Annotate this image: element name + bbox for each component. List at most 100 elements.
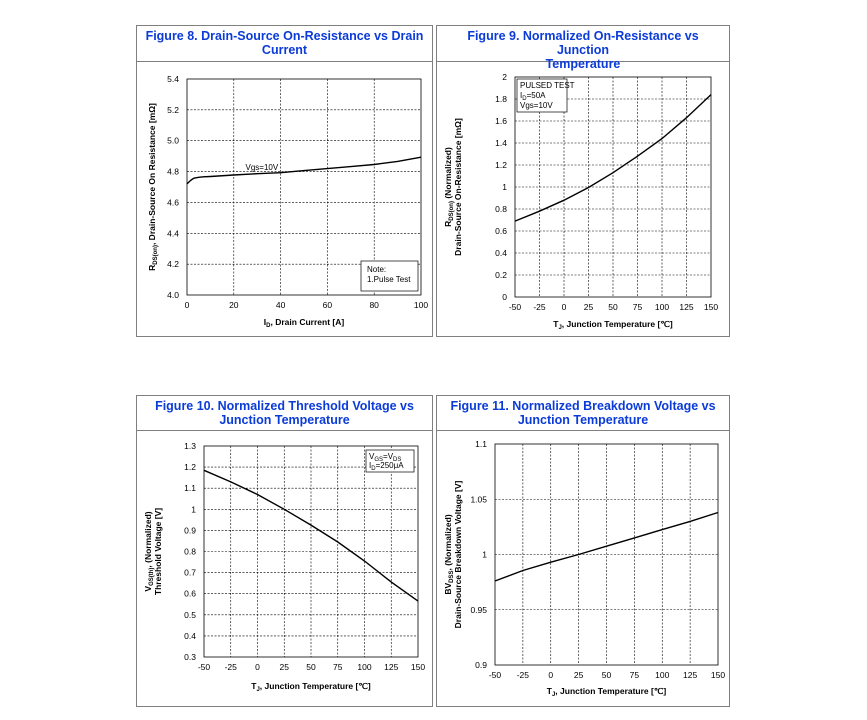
x-tick-label: 75 <box>333 662 343 672</box>
x-tick-label: -25 <box>517 670 530 680</box>
y-tick-label: 4.8 <box>167 167 179 177</box>
note-box <box>360 260 419 292</box>
y-tick-label: 4.2 <box>167 259 179 269</box>
y-tick-label: 5.2 <box>167 105 179 115</box>
y-tick-label: 1.2 <box>495 160 507 170</box>
y-axis-label: RDS(on), Drain-Source On Resistance [mΩ] <box>147 103 159 271</box>
figure-9-title-line-2: Temperature <box>545 57 621 71</box>
y-tick-label: 4.4 <box>167 228 179 238</box>
legend-text: ID=50A <box>520 91 546 102</box>
note-text: Note: <box>367 265 386 274</box>
x-tick-label: 20 <box>229 300 239 310</box>
y-tick-label: 5.0 <box>167 136 179 146</box>
figure-10-title-line-1: Figure 10. Normalized Threshold Voltage … <box>155 399 414 413</box>
x-tick-label: -50 <box>489 670 502 680</box>
y-tick-label: 1.4 <box>495 138 507 148</box>
y-tick-label: 1 <box>502 182 507 192</box>
figure-10-panel: Figure 10. Normalized Threshold Voltage … <box>136 395 433 707</box>
figure-8-title-line-2: Current <box>261 43 308 57</box>
y-tick-label: 1.3 <box>184 441 196 451</box>
legend-text: VGS=VDS <box>369 452 401 463</box>
x-tick-label: 150 <box>411 662 425 672</box>
x-axis-label: ID, Drain Current [A] <box>264 317 345 329</box>
x-tick-label: 150 <box>711 670 725 680</box>
figure-11-chart: -50 -25 0 25 50 75 100 125 150 0.9 0.95 1 1.05 1.1 TJ,… <box>443 439 725 698</box>
y-tick-label: 0.95 <box>470 605 487 615</box>
y-tick-label: 1.6 <box>495 116 507 126</box>
y-tick-label: 0.5 <box>184 610 196 620</box>
x-tick-label: 0 <box>255 662 260 672</box>
y-tick-label: 0.3 <box>184 652 196 662</box>
plot-frame <box>186 78 422 296</box>
series-line <box>494 511 719 582</box>
y-axis-label: Threshold Voltage [V] <box>153 508 163 595</box>
x-tick-label: 50 <box>608 302 618 312</box>
y-tick-label: 0.4 <box>495 248 507 258</box>
x-axis-label: TJ, Junction Temperature [℃] <box>547 686 667 698</box>
figure-10-title-line-2: Junction Temperature <box>219 413 350 427</box>
x-tick-label: 100 <box>655 670 669 680</box>
note-text: 1.Pulse Test <box>367 275 411 284</box>
x-axis-label: TJ, Junction Temperature [℃] <box>553 319 673 331</box>
x-tick-label: 25 <box>584 302 594 312</box>
x-tick-label: 125 <box>384 662 398 672</box>
x-tick-label: 125 <box>679 302 693 312</box>
plot-frame <box>494 443 719 666</box>
y-tick-label: 0.8 <box>184 547 196 557</box>
x-tick-label: 75 <box>633 302 643 312</box>
x-tick-label: 50 <box>602 670 612 680</box>
figure-10-chart: -50 -25 0 25 50 75 100 125 150 0.3 0.4 0.5 0.6 0.7 0.8… <box>143 441 425 693</box>
legend-box <box>365 449 415 473</box>
y-tick-label: 0.6 <box>184 589 196 599</box>
y-axis-label-line: RDS(on) (Normalized) <box>443 147 455 227</box>
figure-9-panel: Figure 9. Normalized On-Resistance vs Ju… <box>436 25 730 337</box>
y-tick-label: 1.8 <box>495 94 507 104</box>
figure-11-title: Figure 11. Normalized Breakdown Voltage … <box>437 396 729 431</box>
y-axis-label: RDS(on) (Normalized) <box>443 147 455 227</box>
y-tick-label: 1 <box>482 550 487 560</box>
x-tick-label: 50 <box>306 662 316 672</box>
plot-frame <box>203 445 419 658</box>
y-axis-label: Drain-Source On-Resistance [mΩ] <box>453 118 463 256</box>
x-tick-label: 0 <box>562 302 567 312</box>
curve-label: Vgs=10V <box>246 163 279 172</box>
x-tick-label: 75 <box>630 670 640 680</box>
figure-8-chart: 0 20 40 60 80 100 4.0 4.2 4.4 4.6 4.8 5.0 5.2 5.4 ID, … <box>147 74 428 329</box>
x-tick-label: 125 <box>683 670 697 680</box>
x-tick-label: 40 <box>276 300 286 310</box>
y-tick-label: 0.4 <box>184 631 196 641</box>
y-tick-label: 0.9 <box>184 525 196 535</box>
x-tick-label: 100 <box>414 300 428 310</box>
figure-9-title-line-1: Figure 9. Normalized On-Resistance vs Ju… <box>467 29 699 57</box>
plot-frame <box>514 76 712 298</box>
y-axis-label: VGS(th), (Normalized) <box>143 511 155 591</box>
x-tick-label: 0 <box>548 670 553 680</box>
y-axis-label-line: RDS(on), Drain-Source On Resistance [mΩ] <box>147 103 159 271</box>
x-tick-label: 100 <box>357 662 371 672</box>
x-tick-label: -50 <box>509 302 522 312</box>
y-tick-label: 0.2 <box>495 270 507 280</box>
y-axis-label-line: Drain-Source On-Resistance [mΩ] <box>453 118 463 256</box>
y-tick-label: 1 <box>191 504 196 514</box>
figure-9-chart: -50 -25 0 25 50 75 100 125 150 0 0.2 0.4 0.6 0.8 1 1.2 1… <box>443 72 718 331</box>
x-tick-label: 80 <box>369 300 379 310</box>
legend-text: Vgs=10V <box>520 101 553 110</box>
y-tick-label: 4.6 <box>167 197 179 207</box>
figure-9-title: Figure 9. Normalized On-Resistance vs Ju… <box>437 26 729 71</box>
x-tick-label: 25 <box>280 662 290 672</box>
figure-11-title-line-1: Figure 11. Normalized Breakdown Voltage … <box>450 399 716 413</box>
series-line <box>203 469 419 602</box>
y-axis-label-line: Drain-Source Breakdown Voltage [V] <box>453 480 463 628</box>
legend-text: ID=250μA <box>369 461 404 472</box>
y-tick-label: 0 <box>502 292 507 302</box>
figure-10-title: Figure 10. Normalized Threshold Voltage … <box>137 396 432 431</box>
y-tick-label: 1.1 <box>184 483 196 493</box>
x-axis-label: TJ, Junction Temperature [℃] <box>251 681 371 693</box>
x-tick-label: 150 <box>704 302 718 312</box>
y-axis-label-line: Threshold Voltage [V] <box>153 508 163 595</box>
legend-box <box>516 78 568 113</box>
figure-11-panel: Figure 11. Normalized Breakdown Voltage … <box>436 395 730 707</box>
y-axis-label: Drain-Source Breakdown Voltage [V] <box>453 480 463 628</box>
y-tick-label: 1.05 <box>470 494 487 504</box>
figure-11-title-line-2: Junction Temperature <box>517 413 649 427</box>
